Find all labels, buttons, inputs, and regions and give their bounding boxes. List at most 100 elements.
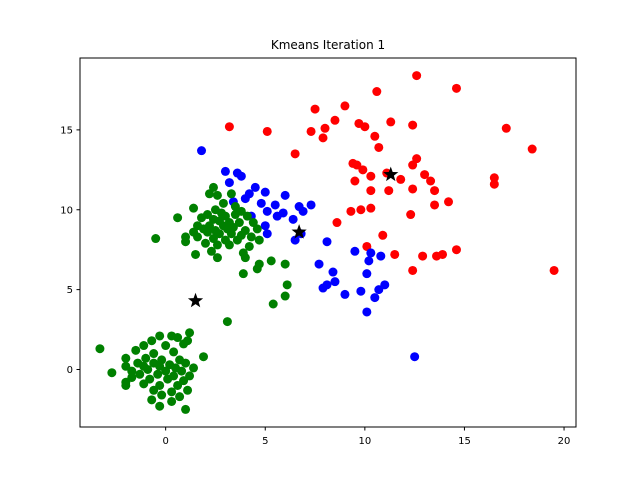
data-point-series-1-19 [272, 211, 282, 221]
data-point-series-0-35 [430, 186, 440, 196]
data-point-series-0-13 [262, 126, 272, 136]
data-point-series-0-36 [444, 197, 454, 207]
data-point-series-2-61 [222, 317, 232, 327]
data-point-series-0-29 [350, 176, 360, 186]
data-point-series-1-30 [314, 259, 324, 269]
data-point-series-0-40 [406, 210, 416, 220]
data-point-series-0-37 [430, 200, 440, 210]
data-point-series-1-42 [410, 352, 420, 362]
data-point-series-1-16 [262, 206, 272, 216]
data-point-series-2-112 [167, 396, 177, 406]
data-point-series-2-72 [131, 345, 141, 355]
data-point-series-2-111 [147, 395, 157, 405]
data-point-series-1-1 [220, 166, 230, 176]
centroid-star-0 [383, 166, 399, 182]
data-point-series-1-5 [224, 178, 234, 188]
data-point-series-2-42 [151, 234, 161, 244]
data-point-series-1-36 [380, 280, 390, 290]
data-point-series-1-12 [270, 200, 280, 210]
data-point-series-2-31 [202, 227, 212, 237]
data-point-series-1-26 [350, 246, 360, 256]
data-point-series-2-14 [197, 213, 207, 223]
data-point-series-0-43 [378, 230, 388, 240]
data-point-series-0-18 [290, 149, 300, 159]
data-point-series-2-90 [143, 364, 153, 374]
data-point-series-2-2 [212, 190, 222, 200]
centroid-star-1 [291, 224, 307, 239]
data-point-series-0-25 [420, 170, 430, 180]
data-point-series-0-49 [438, 249, 448, 259]
data-point-series-2-56 [238, 269, 248, 279]
data-point-series-0-42 [332, 218, 342, 228]
axes-frame [79, 57, 577, 428]
data-point-series-1-32 [362, 269, 372, 279]
data-point-series-2-16 [173, 213, 183, 223]
x-tick-label-10: 10 [358, 436, 371, 447]
data-point-series-2-1 [204, 189, 214, 199]
data-point-series-2-41 [254, 235, 264, 245]
data-point-series-2-103 [139, 379, 149, 389]
data-point-series-2-71 [95, 344, 105, 354]
data-point-series-1-3 [232, 168, 242, 178]
data-point-series-2-50 [191, 249, 201, 259]
data-point-series-2-51 [212, 253, 222, 263]
data-point-series-0-33 [384, 186, 394, 196]
x-tick-label-0: 0 [162, 436, 168, 447]
data-point-series-2-109 [157, 390, 167, 400]
data-point-series-2-52 [240, 253, 250, 263]
data-point-series-0-0 [412, 71, 422, 81]
data-point-series-2-92 [177, 366, 187, 376]
data-point-series-0-10 [501, 123, 511, 133]
data-point-series-2-69 [161, 341, 171, 351]
data-point-series-1-37 [374, 285, 384, 295]
data-point-series-0-7 [386, 117, 396, 127]
data-point-series-1-41 [362, 307, 372, 317]
data-point-series-1-24 [290, 235, 300, 245]
data-point-series-0-11 [320, 123, 330, 133]
data-point-series-0-4 [310, 104, 320, 114]
data-point-series-0-22 [408, 160, 418, 170]
data-point-series-0-50 [408, 265, 418, 275]
data-point-series-0-46 [390, 249, 400, 259]
data-point-series-2-114 [181, 404, 191, 414]
data-point-series-2-32 [214, 229, 224, 239]
data-point-series-1-35 [318, 283, 328, 293]
data-point-series-2-6 [189, 203, 199, 213]
data-point-series-2-74 [169, 347, 179, 357]
data-point-series-1-39 [356, 286, 366, 296]
data-point-series-1-40 [370, 293, 380, 303]
data-point-series-2-48 [206, 246, 216, 256]
data-point-series-0-14 [370, 131, 380, 141]
data-point-series-1-14 [306, 200, 316, 210]
data-point-series-2-60 [268, 299, 278, 309]
data-point-series-2-53 [266, 256, 276, 266]
plot-area [95, 71, 559, 414]
data-point-series-0-16 [374, 142, 384, 152]
data-point-series-2-70 [179, 339, 189, 349]
y-tick-label-0: 0 [67, 365, 73, 376]
data-point-series-2-113 [155, 401, 165, 411]
data-point-series-2-83 [181, 358, 191, 368]
data-point-series-0-12 [306, 126, 316, 136]
data-point-series-2-65 [185, 328, 195, 338]
data-point-series-0-9 [360, 122, 370, 132]
data-point-series-2-101 [179, 376, 189, 386]
data-point-series-2-58 [282, 280, 292, 290]
data-point-series-2-35 [246, 232, 256, 242]
data-point-series-0-15 [318, 133, 328, 143]
data-point-series-2-105 [173, 380, 183, 390]
data-point-series-2-86 [155, 361, 165, 371]
data-point-series-2-4 [218, 198, 228, 208]
data-point-series-1-11 [256, 198, 266, 208]
data-point-series-2-66 [147, 336, 157, 346]
x-tick-label-15: 15 [458, 436, 471, 447]
data-point-series-2-33 [226, 229, 236, 239]
x-tick-label-20: 20 [558, 436, 571, 447]
data-point-series-2-88 [189, 363, 199, 373]
data-point-series-2-84 [121, 361, 131, 371]
data-point-series-2-43 [181, 237, 191, 247]
data-point-series-1-31 [328, 267, 338, 277]
data-point-series-2-37 [193, 232, 203, 242]
data-point-series-2-3 [226, 189, 236, 199]
